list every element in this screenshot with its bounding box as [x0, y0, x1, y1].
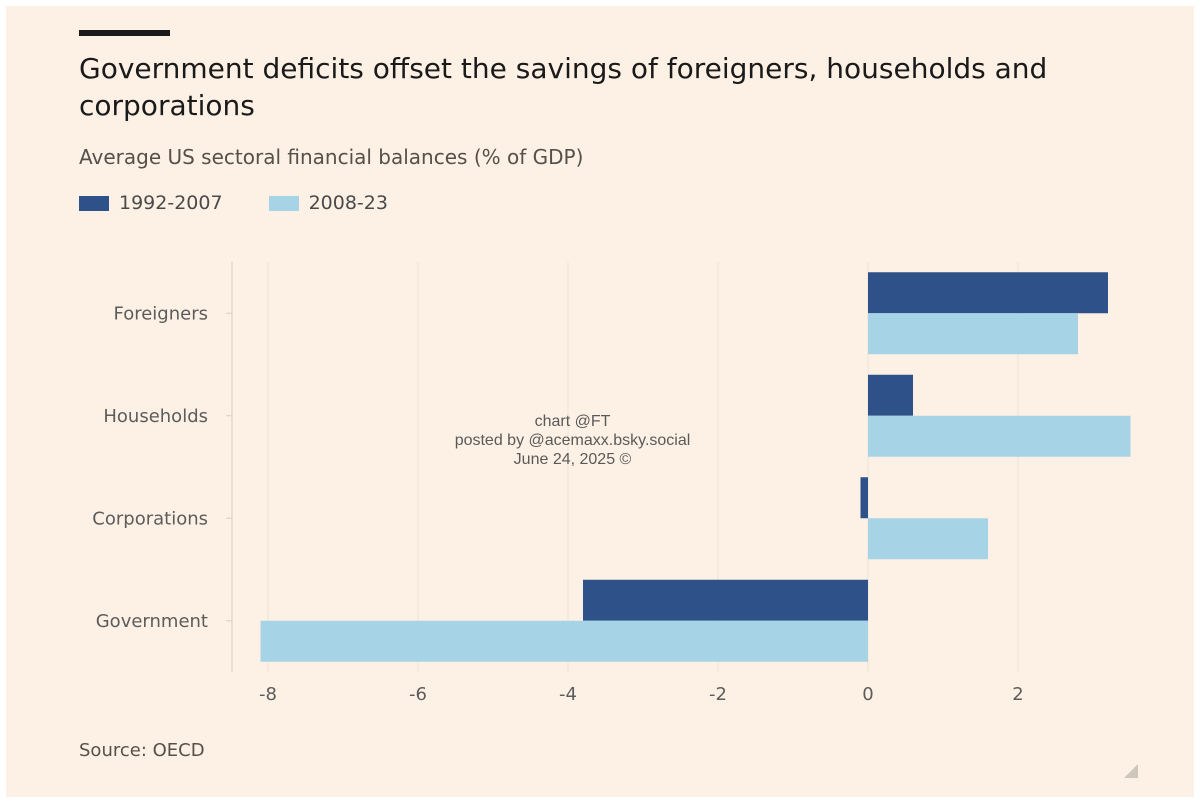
category-label-corporations: Corporations: [92, 508, 208, 529]
legend-label-2008-23: 2008-23: [308, 192, 388, 214]
watermark: chart @FT posted by @acemaxx.bsky.social…: [420, 412, 725, 469]
bar-households-2008-23: [868, 415, 1131, 457]
bar-government-1992-2007: [583, 579, 868, 621]
chart-subtitle: Average US sectoral financial balances (…: [79, 145, 584, 169]
x-tick-label: -4: [559, 684, 577, 705]
watermark-line-1: chart @FT: [534, 413, 611, 430]
source-note: Source: OECD: [79, 740, 205, 761]
watermark-line-3: June 24, 2025 ©: [513, 451, 632, 468]
bar-foreigners-1992-2007: [868, 272, 1108, 314]
axis-labels: -8 -6 -4 -2 0 2 Foreigners Households Corporatio…: [92, 303, 1023, 705]
watermark-line-2: posted by @acemaxx.bsky.social: [454, 432, 691, 449]
resize-handle-icon: [1124, 764, 1138, 778]
legend-item-2008-23: 2008-23: [268, 192, 388, 214]
legend-swatch-1992-2007: [79, 195, 109, 211]
x-tick-label: -2: [709, 684, 727, 705]
bar-households-1992-2007: [868, 374, 913, 416]
x-tick-label: -8: [259, 684, 277, 705]
legend-label-1992-2007: 1992-2007: [119, 192, 223, 214]
category-label-households: Households: [103, 406, 208, 427]
bar-corporations-1992-2007: [860, 477, 868, 519]
category-label-government: Government: [96, 611, 208, 632]
bars: [260, 272, 1131, 662]
x-tick-label: 2: [1012, 684, 1023, 705]
bar-corporations-2008-23: [868, 518, 988, 560]
title-rule: [79, 30, 170, 36]
bar-foreigners-2008-23: [868, 313, 1078, 355]
x-tick-label: 0: [862, 684, 873, 705]
bar-government-2008-23: [260, 620, 868, 662]
chart-card: [6, 6, 1194, 797]
category-label-foreigners: Foreigners: [114, 303, 209, 324]
legend-item-1992-2007: 1992-2007: [79, 192, 223, 214]
x-tick-label: -6: [409, 684, 427, 705]
legend: 1992-2007 2008-23: [79, 192, 434, 214]
chart-title: Government deficits offset the savings o…: [79, 52, 1048, 122]
legend-swatch-2008-23: [268, 195, 299, 211]
